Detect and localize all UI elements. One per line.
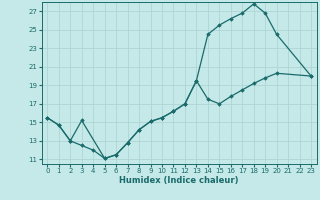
X-axis label: Humidex (Indice chaleur): Humidex (Indice chaleur) (119, 176, 239, 185)
